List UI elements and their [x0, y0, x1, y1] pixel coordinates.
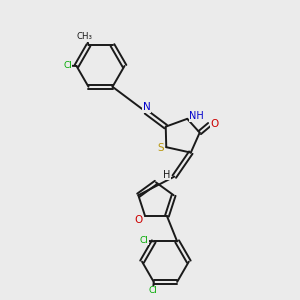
Text: S: S: [158, 143, 164, 153]
Text: O: O: [134, 214, 142, 225]
Text: O: O: [210, 119, 219, 129]
Text: Cl: Cl: [63, 61, 72, 70]
Text: NH: NH: [190, 111, 204, 122]
Text: Cl: Cl: [148, 286, 157, 296]
Text: N: N: [143, 102, 151, 112]
Text: H: H: [163, 170, 170, 180]
Text: CH₃: CH₃: [77, 32, 93, 41]
Text: Cl: Cl: [140, 236, 148, 245]
